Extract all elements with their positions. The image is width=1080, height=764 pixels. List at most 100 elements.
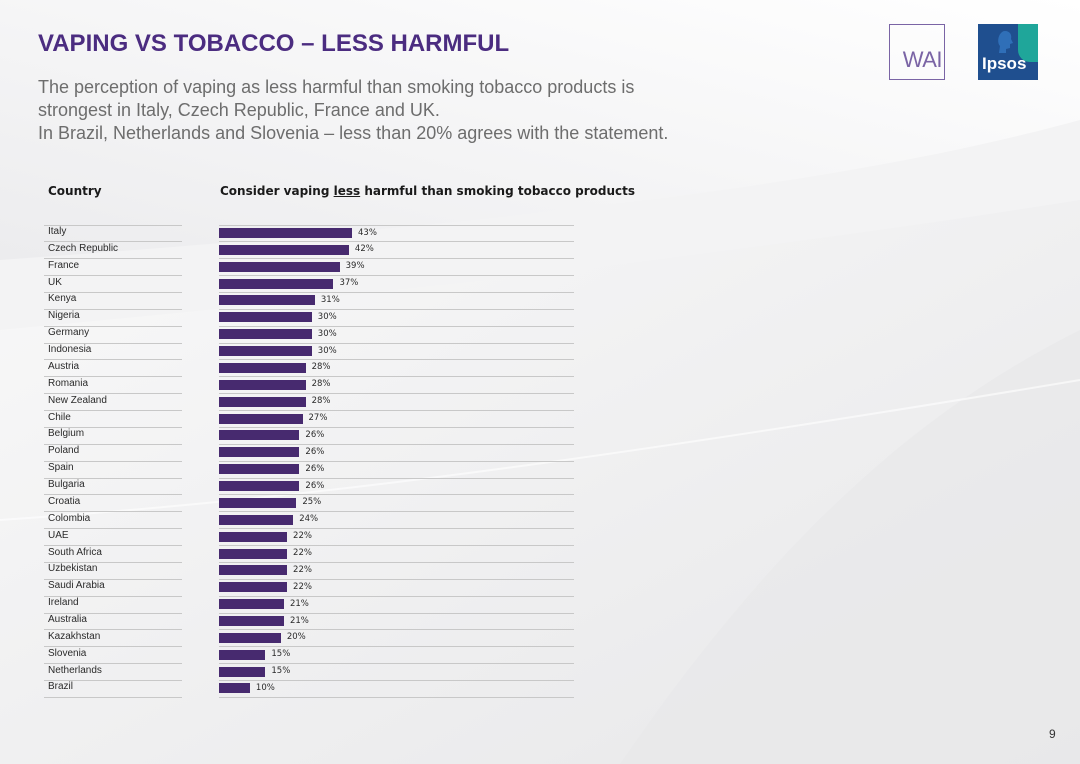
country-grid-line [44,679,182,681]
bar-value-label: 26% [305,446,325,457]
bar-grid-line [219,561,574,563]
wai-logo-text: WAI [902,47,943,72]
country-label: Australia [48,614,87,625]
country-grid-line [44,646,182,648]
bar-grid-line [219,291,574,293]
bar [219,396,306,407]
country-grid-line [44,359,182,361]
bar-value-label: 22% [293,564,312,575]
bar-grid-line [219,511,574,513]
bar-grid-line [219,578,574,580]
bar-grid-line [219,528,574,530]
bar-value-label: 37% [339,278,359,289]
measure-header-underlined: less [333,184,361,198]
bar-grid-line [219,393,574,395]
bar-value-label: 28% [311,396,331,407]
country-label: Germany [48,327,90,339]
bar-value-label: 21% [289,615,309,626]
bar [219,413,303,424]
bar-value-label: 31% [320,294,340,305]
bar-grid-line [219,663,574,665]
country-label: Nigeria [48,310,80,322]
bar [219,362,306,373]
country-label: Indonesia [48,344,92,356]
bar [219,514,294,525]
country-label: Spain [48,462,74,474]
bar-value-label: 42% [354,244,374,255]
bar-grid-line [219,275,574,277]
bar-grid-line [219,494,574,496]
bar-value-label: 24% [299,514,319,525]
bar-value-label: 22% [293,581,312,592]
subtitle-line-2: strongest in Italy, Czech Republic, Fran… [38,100,440,120]
bar [219,312,312,323]
slide-title: VAPING VS TOBACCO – LESS HARMFUL [38,30,510,57]
bar-grid-line [219,595,574,597]
bar [219,379,306,390]
bar [219,481,300,492]
country-label: Netherlands [48,664,102,676]
country-grid-line [44,528,182,530]
country-grid-line [44,393,182,395]
country-label: South Africa [48,546,102,558]
bar-grid-line [219,410,574,412]
bar-grid-line [219,258,574,260]
bar [219,632,281,643]
bar-value-label: 25% [302,497,322,508]
country-grid-line [44,511,182,513]
country-label: Colombia [48,512,91,524]
country-grid-line [44,376,182,378]
country-grid-line [44,494,182,496]
bar-value-label: 28% [311,379,331,390]
country-label: Saudi Arabia [48,580,105,592]
bar-grid-line [219,342,574,344]
country-grid-line [44,241,182,243]
country-column-header: Country [48,184,102,198]
bar-grid-line [219,443,574,445]
bar [219,329,312,340]
bar [219,666,266,677]
country-grid-line [44,696,182,698]
country-grid-line [44,477,182,479]
bar [219,228,352,238]
bar-grid-line [219,241,574,243]
country-label: UK [48,276,62,288]
country-label: Bulgaria [48,479,85,491]
measure-header-post: harmful than smoking tobacco products [360,184,636,198]
country-label: Belgium [48,428,85,440]
country-label: Chile [48,411,71,423]
bar-value-label: 28% [311,362,331,373]
slide-subtitle: The perception of vaping as less harmful… [38,76,758,145]
bar [219,464,300,475]
country-label: Austria [48,360,80,372]
country-grid-line [44,275,182,277]
measure-column-header: Consider vaping less harmful than smokin… [220,184,635,198]
country-grid-line [44,561,182,563]
subtitle-line-3: In Brazil, Netherlands and Slovenia – le… [38,123,669,143]
bar-grid-line [219,325,574,327]
bar-value-label: 10% [255,682,275,693]
ipsos-logo-tab [1018,24,1038,62]
bar-value-label: 22% [293,548,312,559]
country-label: France [48,259,80,271]
country-label: Brazil [48,681,74,693]
bar [219,531,288,542]
country-grid-line [44,443,182,445]
bar-grid-line [219,308,574,310]
bar-value-label: 27% [308,413,328,424]
bar-value-label: 30% [317,328,337,339]
bar [219,683,250,694]
bar [219,599,284,610]
country-label: Kenya [48,293,77,305]
bar [219,430,300,441]
bar [219,497,297,508]
bar-grid-line [219,460,574,462]
country-label: Kazakhstan [48,630,101,642]
country-label: Poland [48,445,80,457]
bar-value-label: 39% [345,261,365,272]
bar [219,649,266,660]
country-grid-line [44,325,182,327]
country-grid-line [44,460,182,462]
country-grid-line [44,224,182,226]
